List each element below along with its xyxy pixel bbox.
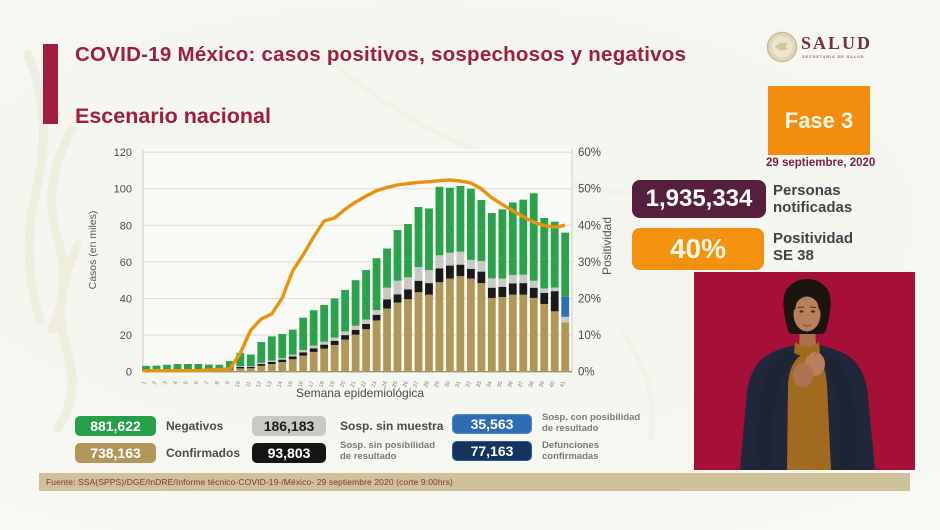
svg-text:28: 28 bbox=[423, 381, 431, 389]
svg-text:60%: 60% bbox=[578, 147, 601, 159]
svg-text:31: 31 bbox=[455, 381, 463, 389]
svg-text:36: 36 bbox=[507, 381, 515, 389]
svg-text:32: 32 bbox=[465, 381, 473, 389]
svg-text:30%: 30% bbox=[578, 257, 601, 269]
svg-text:16: 16 bbox=[297, 381, 305, 389]
svg-text:120: 120 bbox=[114, 147, 132, 159]
svg-text:33: 33 bbox=[476, 381, 484, 389]
svg-text:8: 8 bbox=[215, 381, 222, 386]
svg-text:60: 60 bbox=[120, 257, 132, 269]
svg-text:9: 9 bbox=[225, 381, 232, 386]
svg-text:80: 80 bbox=[120, 220, 132, 232]
svg-text:24: 24 bbox=[381, 381, 389, 389]
svg-text:27: 27 bbox=[413, 381, 421, 389]
svg-text:25: 25 bbox=[392, 381, 400, 389]
svg-text:21: 21 bbox=[350, 381, 358, 389]
svg-text:12: 12 bbox=[255, 381, 263, 389]
svg-text:37: 37 bbox=[517, 381, 525, 389]
svg-text:14: 14 bbox=[276, 381, 284, 389]
svg-text:34: 34 bbox=[486, 381, 494, 389]
svg-text:11: 11 bbox=[245, 381, 253, 388]
svg-text:2: 2 bbox=[152, 381, 159, 386]
svg-text:4: 4 bbox=[173, 381, 180, 386]
svg-text:Casos (en miles): Casos (en miles) bbox=[87, 211, 99, 290]
svg-text:Semana epidemiológica: Semana epidemiológica bbox=[296, 386, 424, 400]
svg-text:17: 17 bbox=[308, 381, 316, 389]
svg-text:39: 39 bbox=[538, 381, 546, 389]
svg-text:38: 38 bbox=[528, 381, 536, 389]
svg-text:3: 3 bbox=[162, 381, 169, 386]
svg-text:10%: 10% bbox=[578, 330, 601, 342]
svg-text:1: 1 bbox=[141, 381, 148, 386]
svg-text:19: 19 bbox=[329, 381, 337, 389]
svg-text:Positividad: Positividad bbox=[600, 217, 614, 275]
svg-text:20: 20 bbox=[120, 330, 132, 342]
svg-text:50%: 50% bbox=[578, 184, 601, 196]
svg-text:41: 41 bbox=[559, 381, 567, 389]
svg-text:18: 18 bbox=[318, 381, 326, 389]
svg-text:30: 30 bbox=[444, 381, 452, 389]
svg-text:40%: 40% bbox=[578, 220, 601, 232]
svg-text:10: 10 bbox=[234, 381, 242, 389]
svg-text:40: 40 bbox=[120, 294, 132, 306]
svg-text:20%: 20% bbox=[578, 294, 601, 306]
svg-text:29: 29 bbox=[434, 381, 442, 389]
svg-text:6: 6 bbox=[194, 381, 201, 386]
svg-text:40: 40 bbox=[549, 381, 557, 389]
svg-text:20: 20 bbox=[339, 381, 347, 389]
svg-text:22: 22 bbox=[360, 381, 368, 389]
svg-text:0: 0 bbox=[126, 367, 132, 379]
svg-text:23: 23 bbox=[371, 381, 379, 389]
svg-text:15: 15 bbox=[287, 381, 295, 389]
svg-text:0%: 0% bbox=[578, 367, 595, 379]
svg-text:7: 7 bbox=[204, 381, 211, 386]
svg-text:100: 100 bbox=[114, 184, 132, 196]
svg-text:35: 35 bbox=[496, 381, 504, 389]
svg-text:26: 26 bbox=[402, 381, 410, 389]
svg-text:13: 13 bbox=[266, 381, 274, 389]
svg-text:5: 5 bbox=[183, 381, 190, 386]
